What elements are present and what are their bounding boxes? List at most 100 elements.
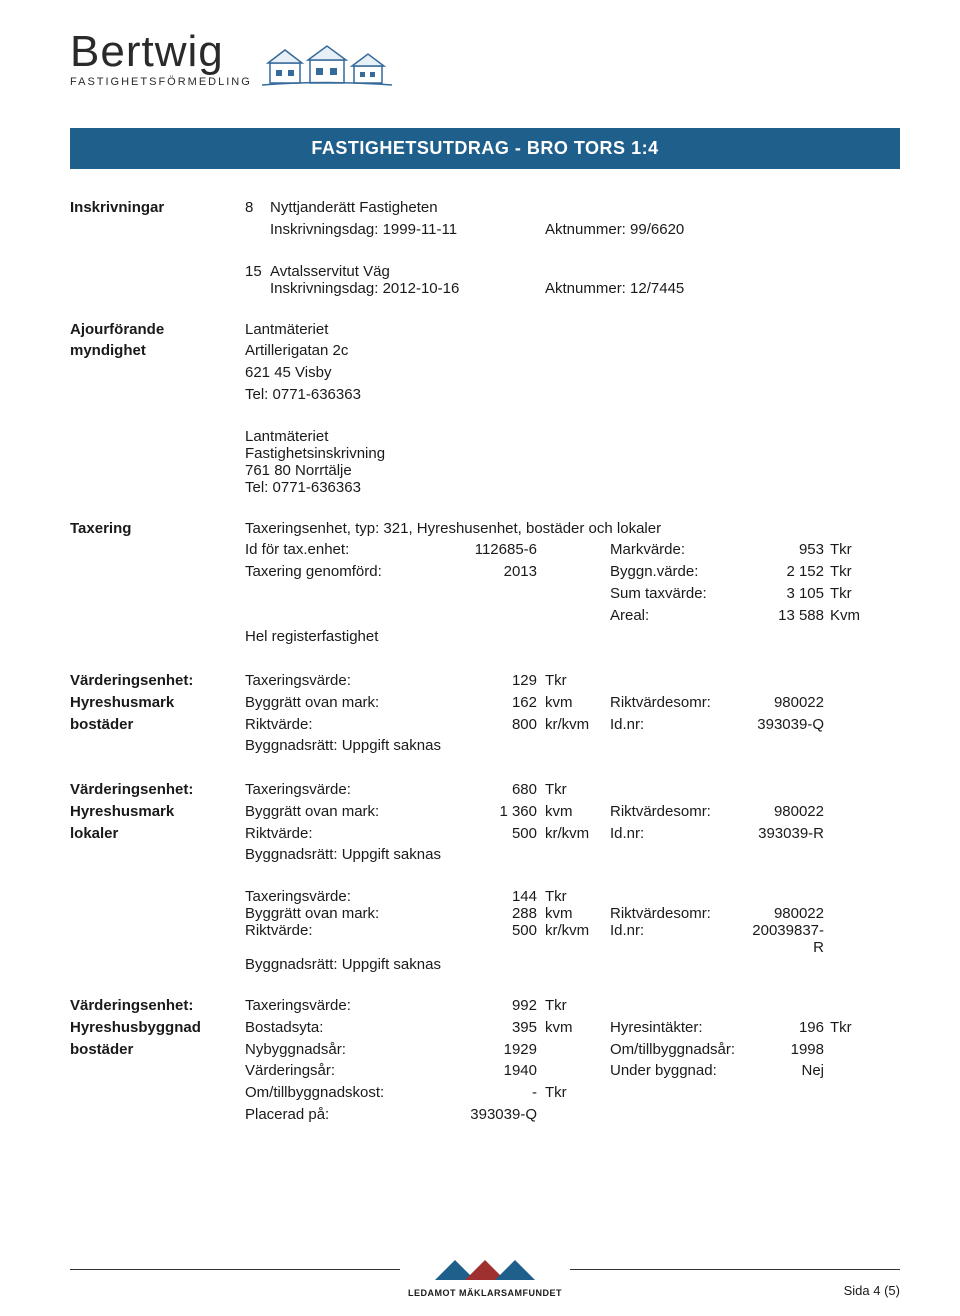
inskrivning-item-2: 15 Avtalsservitut Väg Inskrivningsdag: 2… — [245, 263, 900, 297]
cell-c2: 992 — [450, 995, 545, 1017]
v2-label2: Hyreshusmark — [70, 801, 245, 823]
cell-c1: Riktvärde: — [245, 714, 450, 736]
akt-val: 99/6620 — [630, 221, 684, 238]
cell-c2: 2013 — [450, 561, 545, 583]
v3-line: Byggnadsrätt: Uppgift saknas — [245, 956, 900, 973]
cell-c4: Id.nr: — [610, 714, 750, 736]
cell-c3 — [545, 1060, 610, 1082]
cell-c1: Nybyggnadsår: — [245, 1039, 450, 1061]
footer-logo-icon — [425, 1254, 545, 1282]
data-row: Taxeringsvärde:680Tkr — [245, 779, 900, 801]
cell-c4 — [610, 888, 750, 905]
cell-c5: Nej — [750, 1060, 830, 1082]
cell-c2: 500 — [450, 823, 545, 845]
cell-c4: Om/tillbyggnadsår: — [610, 1039, 750, 1061]
v1-line: Byggnadsrätt: Uppgift saknas — [245, 735, 900, 757]
footer-rule-left — [70, 1269, 400, 1270]
section-v3: Taxeringsvärde:144TkrByggrätt ovan mark:… — [245, 888, 900, 973]
banner-title: FASTIGHETSUTDRAG - BRO TORS 1:4 — [70, 128, 900, 169]
data-row: Riktvärde:800kr/kvmId.nr:393039-Q — [245, 714, 900, 736]
cell-c6: Tkr — [830, 561, 852, 583]
taxering-line1: Taxeringsenhet, typ: 321, Hyreshusenhet,… — [245, 518, 900, 540]
cell-c1: Byggrätt ovan mark: — [245, 905, 450, 922]
cell-c5 — [750, 995, 830, 1017]
date-val: 2012-10-16 — [383, 280, 460, 297]
akt-label: Aktnummer: — [545, 280, 626, 297]
cell-c5: 980022 — [750, 905, 830, 922]
cell-c1: Taxeringsvärde: — [245, 888, 450, 905]
cell-c5 — [750, 779, 830, 801]
cell-c3 — [545, 583, 610, 605]
cell-c1: Id för tax.enhet: — [245, 539, 450, 561]
cell-c2 — [450, 605, 545, 627]
data-row: Byggrätt ovan mark:1 360kvmRiktvärdesomr… — [245, 801, 900, 823]
cell-c4: Riktvärdesomr: — [610, 692, 750, 714]
cell-c5: 953 — [750, 539, 830, 561]
v4-label1: Värderingsenhet: — [70, 995, 245, 1017]
data-row: Byggrätt ovan mark:288kvmRiktvärdesomr:9… — [245, 905, 900, 922]
cell-c5: 196 — [750, 1017, 830, 1039]
cell-c4 — [610, 779, 750, 801]
cell-c6: Tkr — [830, 583, 852, 605]
cell-c2: 500 — [450, 922, 545, 956]
taxering-line2: Hel registerfastighet — [245, 626, 900, 648]
data-row: Sum taxvärde:3 105Tkr — [245, 583, 900, 605]
label-inskrivningar: Inskrivningar — [70, 197, 245, 241]
cell-c3 — [545, 1104, 610, 1126]
cell-c4: Riktvärdesomr: — [610, 801, 750, 823]
item-title: Nyttjanderätt Fastigheten — [270, 197, 438, 219]
data-row: Bostadsyta:395kvmHyresintäkter:196Tkr — [245, 1017, 900, 1039]
cell-c4 — [610, 1082, 750, 1104]
cell-c2: 288 — [450, 905, 545, 922]
cell-c2: 162 — [450, 692, 545, 714]
akt-label: Aktnummer: — [545, 221, 626, 238]
label-ajour1: Ajourförande — [70, 319, 245, 341]
cell-c3 — [545, 605, 610, 627]
ajour-line: Lantmäteriet — [245, 319, 900, 341]
ajour-line: Fastighetsinskrivning — [245, 445, 900, 462]
ajour-line: Tel: 0771-636363 — [245, 479, 900, 496]
cell-c1: Taxeringsvärde: — [245, 779, 450, 801]
cell-c5: 1998 — [750, 1039, 830, 1061]
v1-label2: Hyreshusmark — [70, 692, 245, 714]
cell-c5: 13 588 — [750, 605, 830, 627]
data-row: Placerad på:393039-Q — [245, 1104, 900, 1126]
ajour-line: Artillerigatan 2c — [245, 340, 900, 362]
cell-c2: 144 — [450, 888, 545, 905]
cell-c3: kr/kvm — [545, 823, 610, 845]
cell-c1 — [245, 583, 450, 605]
data-row: Taxeringsvärde:144Tkr — [245, 888, 900, 905]
date-label: Inskrivningsdag: — [270, 221, 378, 238]
ajour-line: 761 80 Norrtälje — [245, 462, 900, 479]
data-row: Areal:13 588Kvm — [245, 605, 900, 627]
cell-c4: Markvärde: — [610, 539, 750, 561]
cell-c1: Om/tillbyggnadskost: — [245, 1082, 450, 1104]
v4-label2: Hyreshusbyggnad — [70, 1017, 245, 1039]
cell-c3: Tkr — [545, 995, 610, 1017]
cell-c3: Tkr — [545, 670, 610, 692]
cell-c2: 1940 — [450, 1060, 545, 1082]
cell-c5 — [750, 888, 830, 905]
cell-c1 — [245, 605, 450, 627]
section-inskrivningar: Inskrivningar 8 Nyttjanderätt Fastighete… — [70, 197, 900, 241]
footer-org: LEDAMOT MÄKLARSAMFUNDET — [408, 1288, 562, 1298]
cell-c4 — [610, 995, 750, 1017]
cell-c1: Byggrätt ovan mark: — [245, 692, 450, 714]
cell-c4: Sum taxvärde: — [610, 583, 750, 605]
cell-c4 — [610, 670, 750, 692]
data-row: Id för tax.enhet:112685-6Markvärde:953Tk… — [245, 539, 900, 561]
section-v4: Värderingsenhet: Hyreshusbyggnad bostäde… — [70, 995, 900, 1126]
label-taxering: Taxering — [70, 518, 245, 649]
section-ajour: Ajourförande myndighet Lantmäteriet Arti… — [70, 319, 900, 406]
cell-c2: 112685-6 — [450, 539, 545, 561]
cell-c2: 680 — [450, 779, 545, 801]
cell-c3: Tkr — [545, 888, 610, 905]
v2-line: Byggnadsrätt: Uppgift saknas — [245, 844, 900, 866]
cell-c4: Riktvärdesomr: — [610, 905, 750, 922]
cell-c3: kvm — [545, 801, 610, 823]
logo-main: Bertwig — [70, 30, 252, 74]
cell-c3: kvm — [545, 905, 610, 922]
logo-houses-icon — [262, 38, 392, 88]
v2-label1: Värderingsenhet: — [70, 779, 245, 801]
cell-c5 — [750, 670, 830, 692]
